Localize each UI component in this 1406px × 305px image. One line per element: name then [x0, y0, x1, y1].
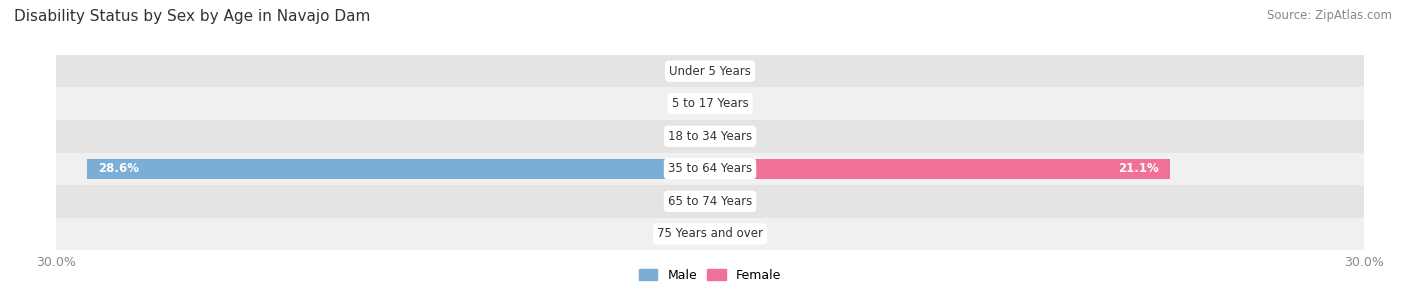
Text: Disability Status by Sex by Age in Navajo Dam: Disability Status by Sex by Age in Navaj…	[14, 9, 370, 24]
Text: Under 5 Years: Under 5 Years	[669, 65, 751, 78]
Text: 0.0%: 0.0%	[668, 65, 697, 78]
Bar	[56, 217, 1364, 250]
Bar	[56, 120, 1364, 152]
Text: 0.0%: 0.0%	[723, 130, 752, 143]
Text: 21.1%: 21.1%	[1118, 162, 1159, 175]
Text: 0.0%: 0.0%	[668, 195, 697, 208]
Text: Source: ZipAtlas.com: Source: ZipAtlas.com	[1267, 9, 1392, 22]
Text: 35 to 64 Years: 35 to 64 Years	[668, 162, 752, 175]
Bar	[87, 159, 710, 179]
Legend: Male, Female: Male, Female	[634, 264, 786, 287]
Text: 0.0%: 0.0%	[668, 227, 697, 240]
Bar	[56, 55, 1364, 88]
Text: 0.0%: 0.0%	[668, 130, 697, 143]
Text: 18 to 34 Years: 18 to 34 Years	[668, 130, 752, 143]
Text: 0.0%: 0.0%	[668, 97, 697, 110]
Text: 65 to 74 Years: 65 to 74 Years	[668, 195, 752, 208]
Text: 5 to 17 Years: 5 to 17 Years	[672, 97, 748, 110]
Text: 0.0%: 0.0%	[723, 65, 752, 78]
Bar	[710, 159, 1170, 179]
Text: 0.0%: 0.0%	[723, 97, 752, 110]
Bar	[56, 185, 1364, 217]
Bar	[56, 152, 1364, 185]
Text: 0.0%: 0.0%	[723, 195, 752, 208]
Bar	[56, 88, 1364, 120]
Text: 0.0%: 0.0%	[723, 227, 752, 240]
Text: 28.6%: 28.6%	[97, 162, 139, 175]
Text: 75 Years and over: 75 Years and over	[657, 227, 763, 240]
